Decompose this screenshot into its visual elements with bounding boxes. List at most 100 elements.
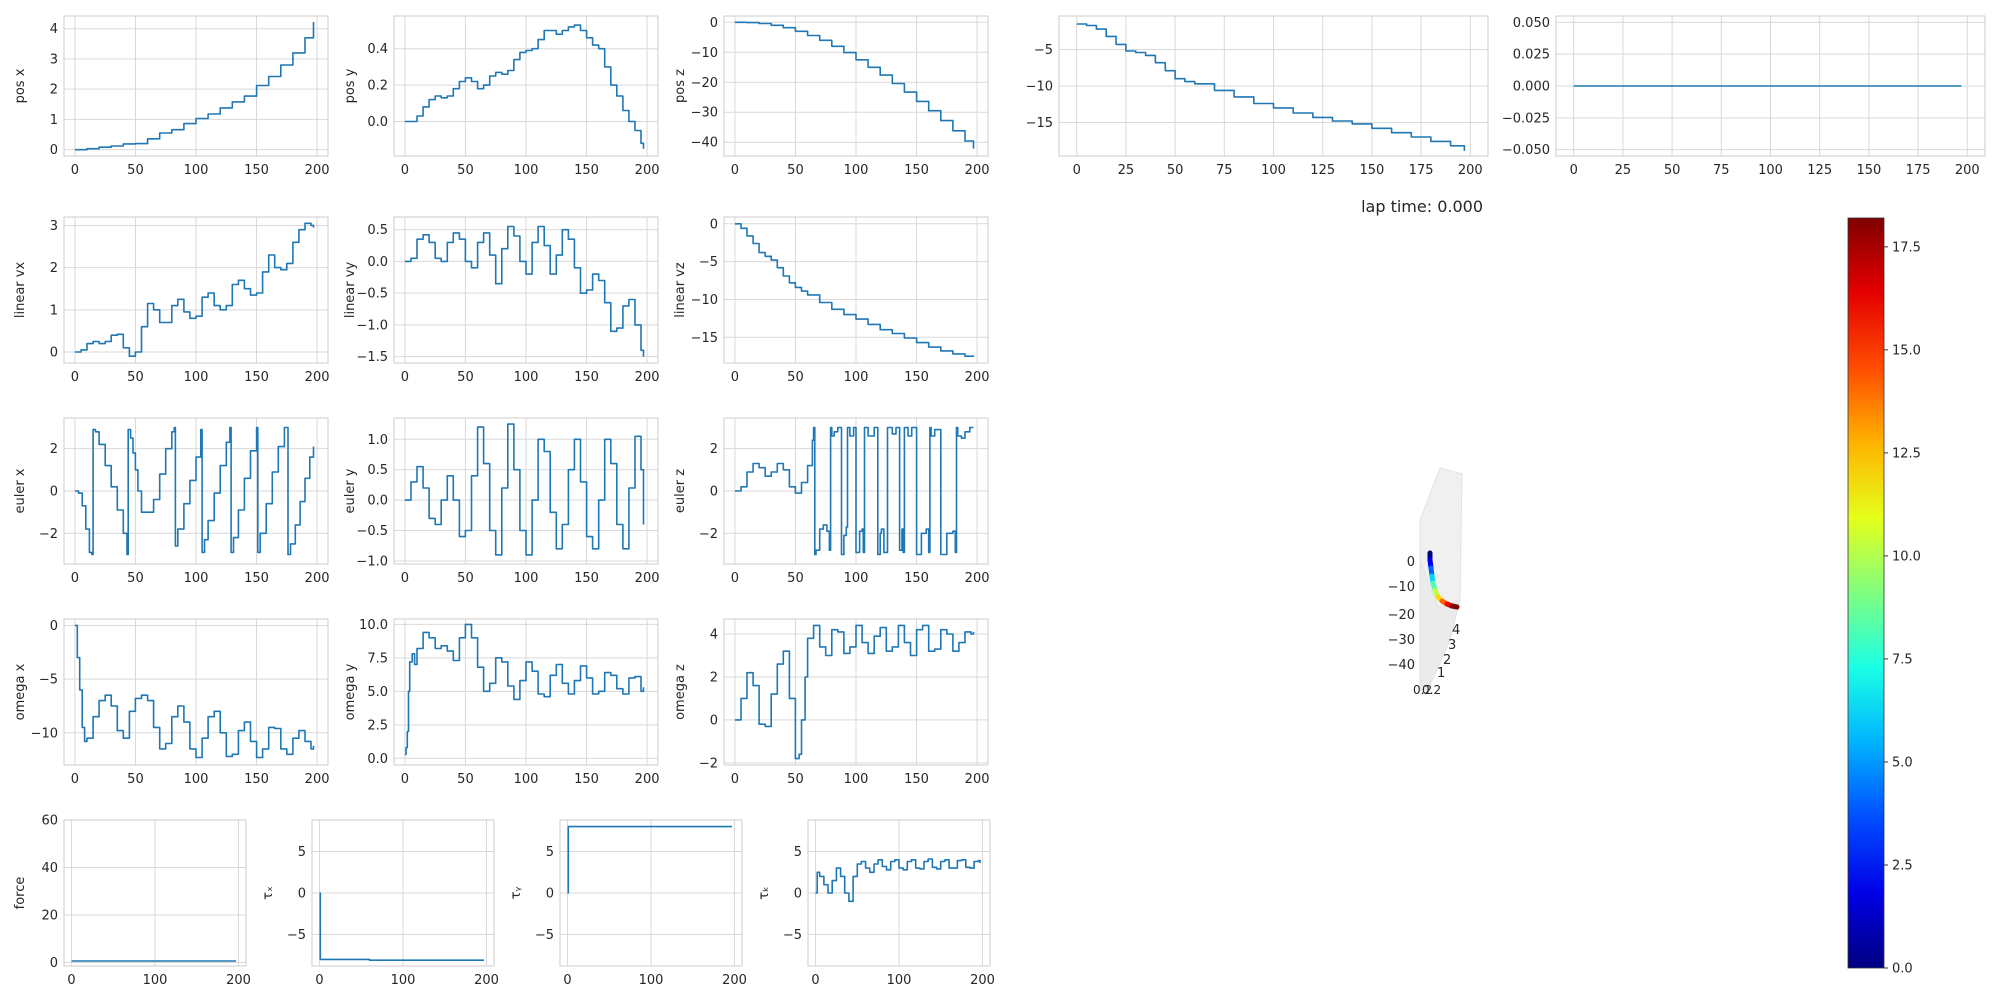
x-tick-label: 125 <box>1807 163 1832 178</box>
axes-frame <box>723 417 989 565</box>
y-tick-label: 40 <box>41 861 58 876</box>
y-axis-label: omega z <box>673 664 688 720</box>
x-tick-label: 100 <box>184 163 209 178</box>
x-tick-label: 50 <box>787 571 804 586</box>
series-line <box>404 623 645 756</box>
axes-frame <box>63 15 329 157</box>
y-tick-label: 0 <box>546 887 554 902</box>
colorbar-tick-label: 2.5 <box>1892 858 1913 873</box>
x-tick-label: 150 <box>574 163 599 178</box>
plot-euler-x: 0 50 100 150 200 2 0 −2 euler x <box>13 417 330 586</box>
y-tick-label: −5 <box>783 928 802 943</box>
y-tick-label: −2 <box>39 527 58 542</box>
y-tick-label: 0 <box>710 217 718 232</box>
y-tick-label: −40 <box>691 136 718 151</box>
y-tick-label: 2 <box>50 442 58 457</box>
y-axis-label: pos x <box>13 68 28 103</box>
z-tick-label: −20 <box>1388 608 1415 623</box>
x-tick-label: 50 <box>457 571 474 586</box>
y-tick-label: 0 <box>710 485 718 500</box>
y-axis-label: pos z <box>673 69 688 103</box>
y-tick-label: 0 <box>50 619 58 634</box>
x-tick-label: 200 <box>305 370 330 385</box>
axes-frame <box>807 819 991 967</box>
series-line <box>734 21 975 149</box>
y-tick-label: −5 <box>39 673 58 688</box>
y-tick-label: 5 <box>298 845 306 860</box>
x-tick-label: 50 <box>787 163 804 178</box>
y-tick-label: −0.050 <box>1502 143 1550 158</box>
axes-frame <box>723 618 989 766</box>
x-tick-label: 0 <box>563 973 571 988</box>
y-tick-label: 5 <box>794 845 802 860</box>
x-tick-label: 50 <box>127 571 144 586</box>
axes-frame <box>559 819 743 967</box>
y-tick-label: −10 <box>31 726 58 741</box>
x-tick-label: 200 <box>635 370 660 385</box>
x-tick-label: 0 <box>401 370 409 385</box>
x-tick-label: 200 <box>635 772 660 787</box>
x-tick-label: 200 <box>965 370 990 385</box>
x-tick-label: 150 <box>244 772 269 787</box>
lap-time-label: lap time: 0.000 <box>1361 197 1483 216</box>
x-tick-label: 75 <box>1713 163 1730 178</box>
x-tick-label: 150 <box>1359 163 1384 178</box>
y-tick-label: 0.050 <box>1513 16 1550 31</box>
x-tick-label: 150 <box>904 163 929 178</box>
y-axis-label: euler y <box>343 468 358 513</box>
x-tick-label: 50 <box>457 772 474 787</box>
x-tick-label: 100 <box>514 163 539 178</box>
plot-extra-1: 0 25 50 75 100 125 150 175 200 −5 −10 −15 <box>1026 15 1489 178</box>
series-line <box>74 426 315 556</box>
y-tick-label: 3 <box>50 52 58 67</box>
x-tick-label: 150 <box>244 163 269 178</box>
x-tick-label: 150 <box>904 772 929 787</box>
x-tick-label: 0 <box>67 973 75 988</box>
y-tick-label: 2.5 <box>367 718 388 733</box>
y-tick-label: 0 <box>50 346 58 361</box>
y-tick-label: 5 <box>546 845 554 860</box>
axes-frame <box>63 417 329 565</box>
colorbar-tick-label: 7.5 <box>1892 652 1913 667</box>
x-tick-label: 100 <box>184 772 209 787</box>
x-tick-label: 100 <box>391 973 416 988</box>
y-tick-label: 4 <box>710 628 718 643</box>
y-tick-label: −0.5 <box>356 287 388 302</box>
x-tick-label: 0 <box>731 163 739 178</box>
x-tick-label: 150 <box>244 370 269 385</box>
x-tick-label: 200 <box>305 772 330 787</box>
x-tick-label: 150 <box>244 571 269 586</box>
x-tick-label: 1 <box>1437 666 1445 681</box>
x-tick-label: 125 <box>1310 163 1335 178</box>
y-tick-label: 0 <box>710 713 718 728</box>
y-tick-label: 0.2 <box>367 79 388 94</box>
x-tick-label: 100 <box>184 370 209 385</box>
x-tick-label: 0 <box>315 973 323 988</box>
x-tick-label: 100 <box>844 571 869 586</box>
x-tick-label: 0 <box>401 772 409 787</box>
y-tick-label: −15 <box>1026 116 1053 131</box>
y-tick-label: −1.0 <box>356 318 388 333</box>
y-tick-label: 0.0 <box>367 115 388 130</box>
x-tick-label: 0 <box>71 370 79 385</box>
y-tick-label: −10 <box>691 46 718 61</box>
x-tick-label: 50 <box>127 772 144 787</box>
y-tick-label: −15 <box>691 331 718 346</box>
x-tick-label: 175 <box>1409 163 1434 178</box>
x-tick-label: 100 <box>1758 163 1783 178</box>
x-tick-label: 0 <box>731 370 739 385</box>
y-tick-label: 0.0 <box>367 494 388 509</box>
x-tick-label: 150 <box>574 571 599 586</box>
y-tick-label: 2 <box>710 442 718 457</box>
y-tick-label: 0.5 <box>367 223 388 238</box>
y-tick-label: 2 <box>50 261 58 276</box>
x-tick-label: 100 <box>514 571 539 586</box>
plot-euler-y: 0 50 100 150 200 1.0 0.5 0.0 −0.5 −1.0 euler y <box>343 417 660 586</box>
series-line <box>319 892 484 961</box>
y-axis-label: τᵧ <box>509 887 524 900</box>
plot-extra-2: 0 25 50 75 100 125 150 175 200 0.050 0.025 0.000 −0.… <box>1502 15 1986 178</box>
series-line <box>1076 23 1466 151</box>
